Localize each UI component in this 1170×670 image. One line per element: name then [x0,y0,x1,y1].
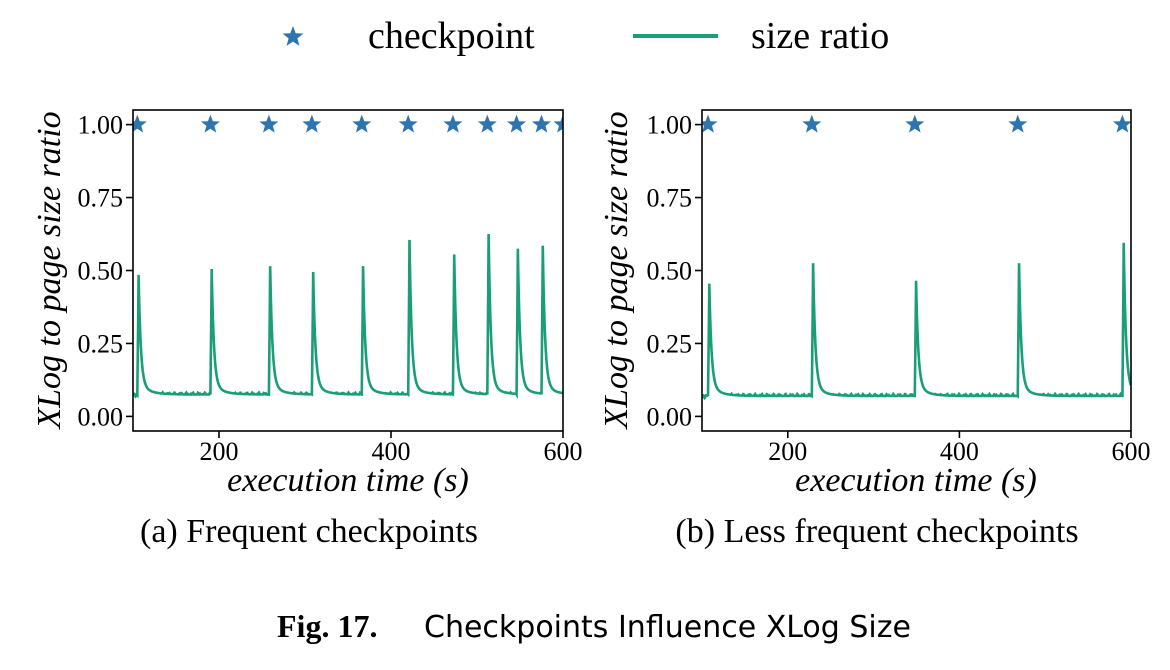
x-tick-label: 200 [200,437,239,466]
figure-title: Checkpoints Influence XLog Size [424,610,911,645]
size-ratio-line [133,233,563,400]
size-ratio-line [702,242,1131,401]
checkpoint-marker [802,114,822,133]
plot-frame [701,109,1132,432]
checkpoint-marker [352,114,372,133]
legend-checkpoint-label: checkpoint [368,15,535,57]
y-axis-label-a: XLog to page size ratio [31,111,68,430]
x-tick-label: 400 [372,437,411,466]
y-tick-label: 0.75 [647,184,693,213]
checkpoint-marker [133,114,147,133]
legend: checkpoint size ratio [282,15,889,57]
y-tick-label: 0.50 [647,257,693,286]
checkpoint-marker [1112,114,1131,133]
checkpoint-marker [531,114,552,133]
checkpoint-marker [259,114,279,133]
figure-number: Fig. 17. [277,608,377,644]
checkpoint-marker [905,114,925,133]
x-tick-label: 200 [768,437,807,466]
checkpoint-marker [398,114,418,133]
checkpoint-marker [302,114,322,133]
y-tick-label: 1.00 [78,111,124,140]
chart-panel-a: (a) Frequent checkpoints execution time … [31,109,583,550]
checkpoint-marker [1008,114,1028,133]
y-tick-label: 0.25 [647,329,693,358]
x-axis-label-b: execution time (s) [795,462,1037,499]
y-axis-label-b: XLog to page size ratio [598,111,635,430]
checkpoint-marker [553,114,563,133]
checkpoint-marker [477,114,497,133]
y-tick-label: 1.00 [647,111,693,140]
subcaption-a: (a) Frequent checkpoints [140,513,478,550]
y-tick-label: 0.25 [78,329,124,358]
checkpoint-marker [200,114,220,133]
x-axis-label-a: execution time (s) [227,462,469,499]
checkpoint-marker [507,114,527,133]
checkpoint-marker [702,114,718,133]
checkpoint-marker [443,114,463,133]
plot-frame [132,109,564,432]
legend-size-ratio-label: size ratio [751,15,889,57]
y-tick-label: 0.75 [78,184,124,213]
x-tick-label: 600 [1112,437,1151,466]
y-tick-label: 0.00 [78,402,124,431]
chart-panel-b: (b) Less frequent checkpoints execution … [598,109,1151,550]
legend-checkpoint-marker [282,26,304,46]
y-tick-label: 0.50 [78,257,124,286]
x-tick-label: 600 [544,437,583,466]
figure-caption: Fig. 17. Checkpoints Influence XLog Size [277,608,911,645]
x-tick-label: 400 [940,437,979,466]
y-tick-label: 0.00 [647,402,693,431]
subcaption-b: (b) Less frequent checkpoints [675,513,1078,550]
